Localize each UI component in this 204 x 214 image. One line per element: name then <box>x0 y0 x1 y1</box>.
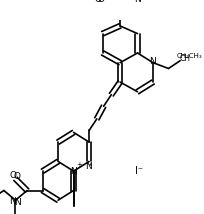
Text: +: + <box>76 162 82 168</box>
Text: O: O <box>94 0 101 4</box>
Text: O: O <box>9 171 16 180</box>
Text: N: N <box>70 167 76 176</box>
Text: N: N <box>134 0 141 2</box>
Text: N: N <box>148 57 155 66</box>
Text: O: O <box>97 0 104 4</box>
Text: N: N <box>133 0 140 4</box>
Text: I⁻: I⁻ <box>135 166 143 176</box>
Text: O: O <box>14 172 21 181</box>
Text: +: + <box>87 162 92 167</box>
Text: N: N <box>9 197 16 206</box>
Text: N: N <box>14 198 21 207</box>
Text: CH₂CH₃: CH₂CH₃ <box>175 53 201 59</box>
Text: N: N <box>84 162 91 171</box>
Text: CH: CH <box>178 54 190 63</box>
